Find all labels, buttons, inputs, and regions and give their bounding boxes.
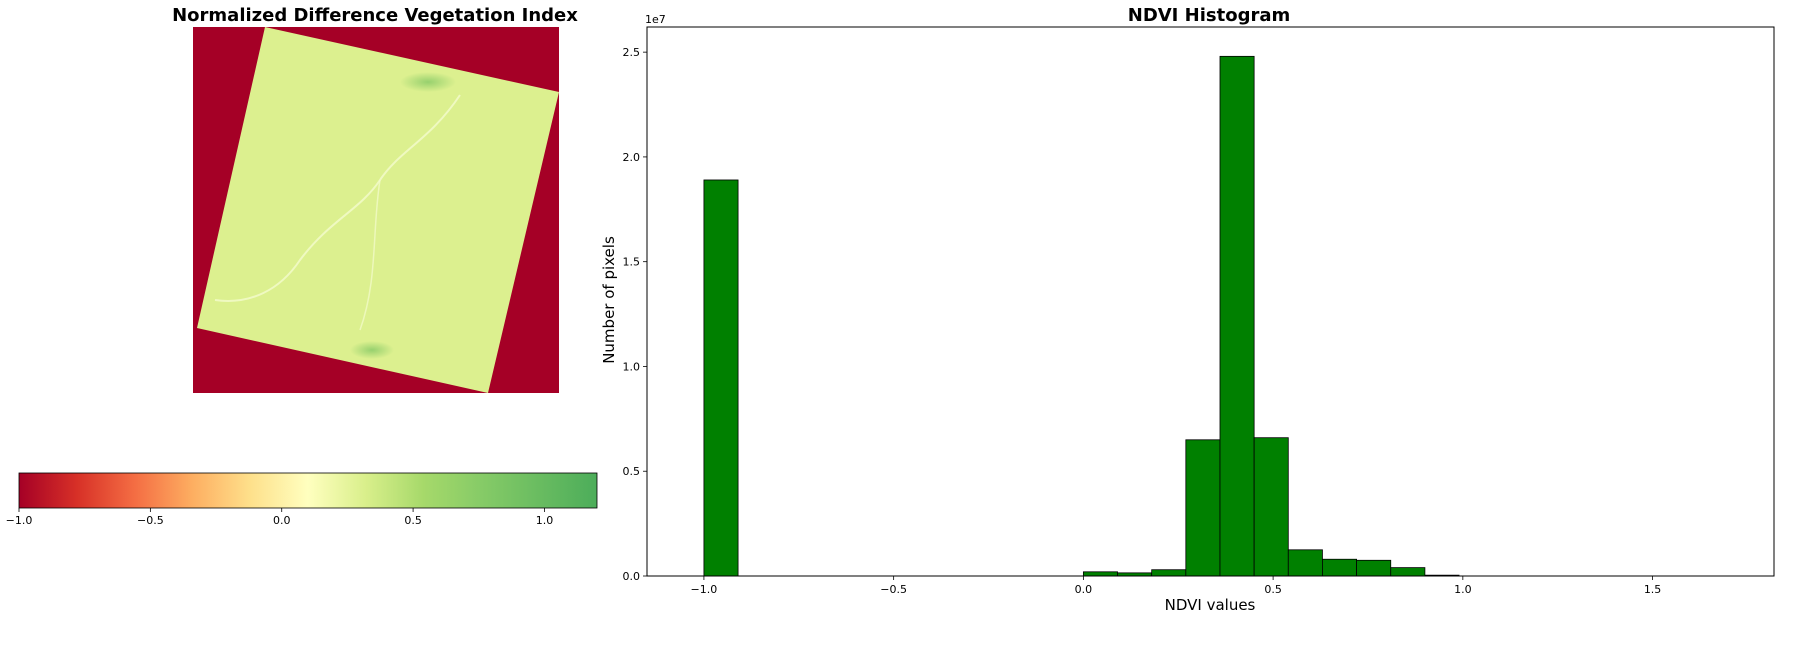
map-title: Normalized Difference Vegetation Index — [172, 5, 578, 26]
histogram-bar — [703, 179, 739, 577]
x-tick-label: 1.0 — [1454, 583, 1472, 596]
map-river-line — [359, 179, 381, 331]
colorbar-gradient — [18, 472, 598, 509]
y-tick-label: 2.5 — [623, 46, 641, 59]
map-vegetation-patch — [350, 341, 394, 359]
histogram-bar — [1185, 439, 1221, 577]
y-tick-label: 1.0 — [623, 360, 641, 373]
map-scene — [197, 27, 559, 393]
histogram-bars — [703, 55, 1460, 577]
y-tick-label: 1.5 — [623, 256, 641, 269]
y-axis-ticks: 0.0 0.5 1.0 1.5 2.0 2.5 — [623, 46, 647, 583]
histogram-bar — [1390, 567, 1426, 577]
y-axis-label: Number of pixels — [600, 236, 618, 364]
histogram-bar — [1356, 559, 1392, 577]
ndvi-map — [193, 27, 559, 393]
histogram-bar — [1287, 549, 1323, 577]
histogram-bar — [1082, 571, 1118, 577]
y-offset-label: 1e7 — [645, 13, 666, 26]
colorbar-tick-label: 0.5 — [404, 514, 422, 527]
x-tick-label: −1.0 — [691, 583, 718, 596]
histogram-title: NDVI Histogram — [1128, 5, 1290, 26]
map-vegetation-patch — [400, 72, 456, 92]
map-river-line — [214, 94, 461, 302]
histogram-bar — [1253, 437, 1289, 577]
x-tick-label: 0.5 — [1264, 583, 1282, 596]
plot-frame — [646, 26, 1775, 577]
colorbar-tick-label: 0.0 — [273, 514, 291, 527]
y-tick-label: 0.0 — [623, 570, 641, 583]
colorbar-tick-label: 1.0 — [536, 514, 554, 527]
histogram-bar — [1219, 55, 1255, 577]
x-tick-label: 1.5 — [1644, 583, 1662, 596]
colorbar-tick-label: −1.0 — [6, 514, 33, 527]
y-tick-label: 0.5 — [623, 465, 641, 478]
colorbar-tick-label: −0.5 — [137, 514, 164, 527]
x-tick-label: −0.5 — [880, 583, 907, 596]
y-tick-label: 2.0 — [623, 151, 641, 164]
histogram-bar — [1151, 569, 1187, 577]
x-axis-label: NDVI values — [1165, 596, 1256, 614]
x-tick-label: 0.0 — [1075, 583, 1093, 596]
colorbar: −1.0 −0.5 0.0 0.5 1.0 — [6, 472, 598, 527]
histogram-bar — [1322, 558, 1357, 577]
x-axis-ticks: −1.0 −0.5 0.0 0.5 1.0 1.5 — [691, 576, 1662, 596]
